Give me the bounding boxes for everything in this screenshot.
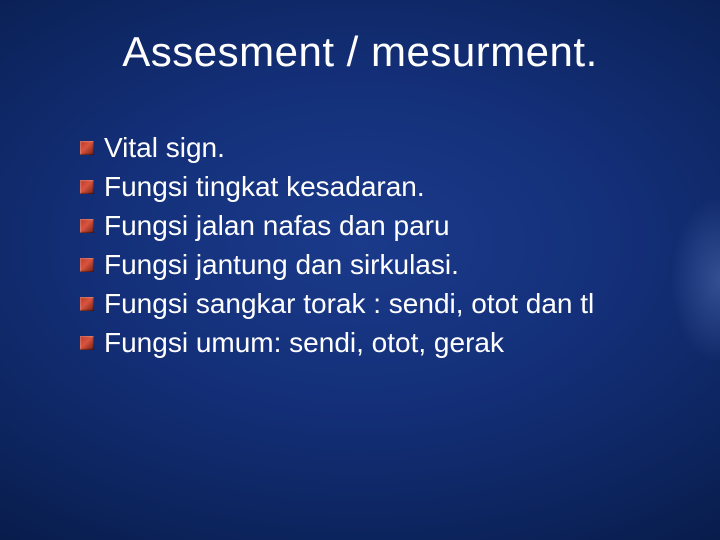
- list-item-label: Fungsi jantung dan sirkulasi.: [104, 247, 459, 282]
- bullet-icon: [80, 297, 94, 311]
- slide-body: Vital sign. Fungsi tingkat kesadaran. Fu…: [80, 130, 660, 364]
- list-item: Fungsi umum: sendi, otot, gerak: [80, 325, 660, 360]
- list-item-label: Fungsi umum: sendi, otot, gerak: [104, 325, 504, 360]
- list-item-label: Fungsi sangkar torak : sendi, otot dan t…: [104, 286, 594, 321]
- slide: Assesment / mesurment. Vital sign. Fungs…: [0, 0, 720, 540]
- bullet-icon: [80, 336, 94, 350]
- list-item-label: Fungsi jalan nafas dan paru: [104, 208, 450, 243]
- list-item-label: Fungsi tingkat kesadaran.: [104, 169, 425, 204]
- slide-title: Assesment / mesurment.: [0, 28, 720, 76]
- list-item-label: Vital sign.: [104, 130, 225, 165]
- bullet-icon: [80, 141, 94, 155]
- bullet-icon: [80, 219, 94, 233]
- list-item: Fungsi sangkar torak : sendi, otot dan t…: [80, 286, 660, 321]
- list-item: Fungsi jalan nafas dan paru: [80, 208, 660, 243]
- list-item: Fungsi jantung dan sirkulasi.: [80, 247, 660, 282]
- bullet-icon: [80, 258, 94, 272]
- list-item: Vital sign.: [80, 130, 660, 165]
- bullet-icon: [80, 180, 94, 194]
- list-item: Fungsi tingkat kesadaran.: [80, 169, 660, 204]
